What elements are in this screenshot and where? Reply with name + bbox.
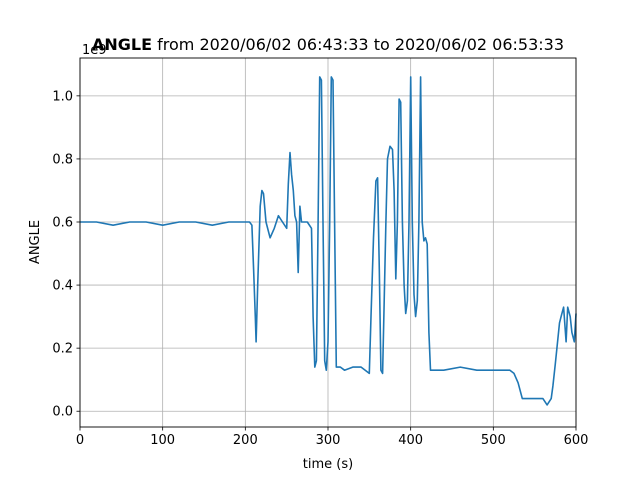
y-tick-label: 0.8: [52, 152, 73, 167]
chart-title: ANGLE from 2020/06/02 06:43:33 to 2020/0…: [92, 35, 564, 54]
chart-title-rest: from 2020/06/02 06:43:33 to 2020/06/02 0…: [152, 35, 564, 54]
y-tick-label: 0.4: [52, 279, 73, 294]
x-tick-label: 100: [150, 433, 175, 448]
x-tick-label: 600: [564, 433, 589, 448]
x-tick-label: 500: [481, 433, 506, 448]
grid: [79, 58, 577, 427]
y-axis-label: ANGLE: [28, 220, 43, 264]
axis-ticks: 0 100 200 300 400 500 600 0.0 0.2 0.4 0.6 0.8 1.0: [52, 89, 588, 448]
y-offset-text: 1e9: [82, 43, 107, 58]
x-axis-label: time (s): [303, 457, 353, 472]
x-tick-label: 300: [316, 433, 341, 448]
y-tick-label: 0.6: [52, 216, 73, 231]
y-tick-label: 1.0: [52, 89, 73, 104]
chart-title-bold: ANGLE: [92, 35, 152, 54]
y-tick-label: 0.0: [52, 405, 73, 420]
y-tick-label: 0.2: [52, 342, 73, 357]
series-line-angle: [80, 76, 577, 406]
x-tick-label: 0: [76, 433, 84, 448]
x-tick-label: 200: [233, 433, 258, 448]
x-tick-label: 400: [398, 433, 423, 448]
